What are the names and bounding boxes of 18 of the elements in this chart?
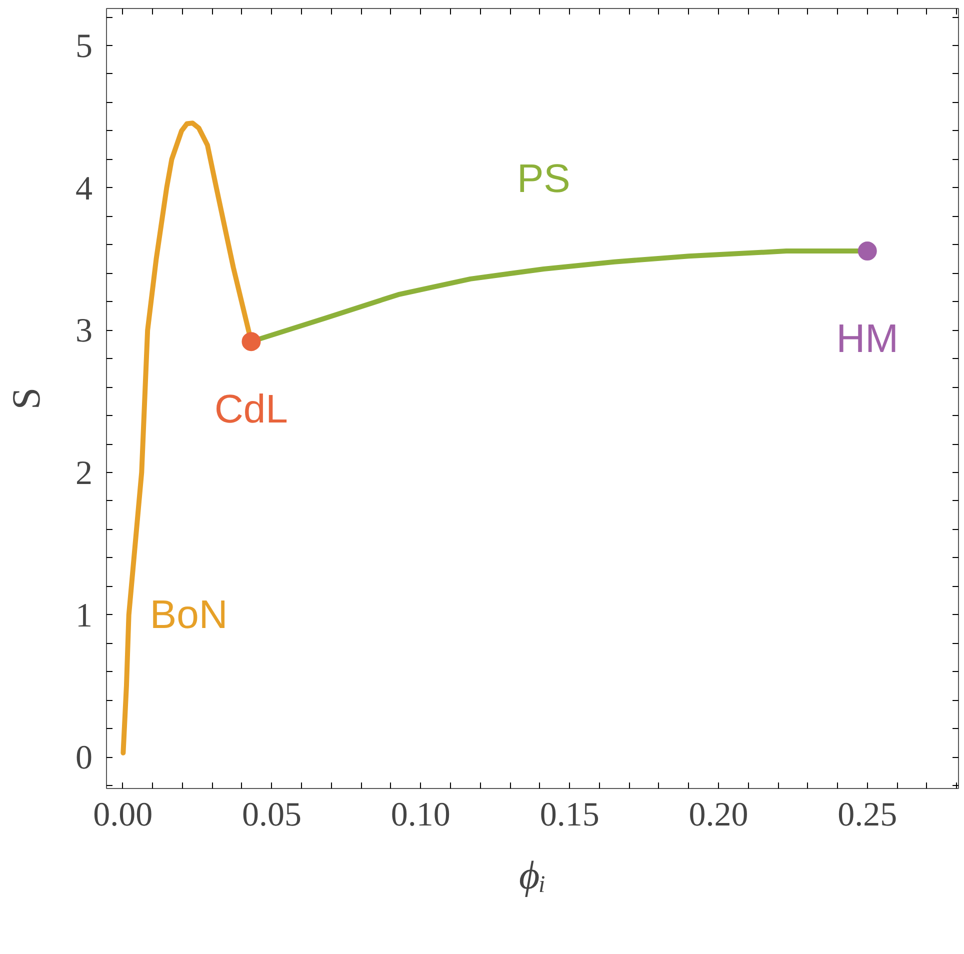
series-label: PS	[516, 156, 570, 201]
series-label: CdL	[214, 388, 288, 432]
series-label: BoN	[150, 592, 228, 637]
x-tick-label: 0.20	[688, 796, 748, 834]
y-tick-label: 2	[76, 455, 92, 492]
x-tick-label: 0.10	[390, 796, 450, 834]
x-tick-label: 0.00	[93, 796, 153, 834]
x-tick-label: 0.25	[838, 796, 898, 834]
series-label: HM	[836, 317, 898, 362]
y-tick-label: 1	[76, 597, 92, 634]
y-tick-label: 5	[76, 28, 92, 66]
x-axis-title: ϕᵢ	[518, 852, 546, 898]
y-tick-label: 3	[76, 312, 92, 350]
y-axis-title: S	[4, 387, 48, 410]
y-tick-label: 4	[76, 170, 92, 208]
y-tick-label: 0	[76, 740, 92, 777]
x-tick-label: 0.05	[242, 796, 302, 834]
x-tick-label: 0.15	[540, 796, 600, 834]
